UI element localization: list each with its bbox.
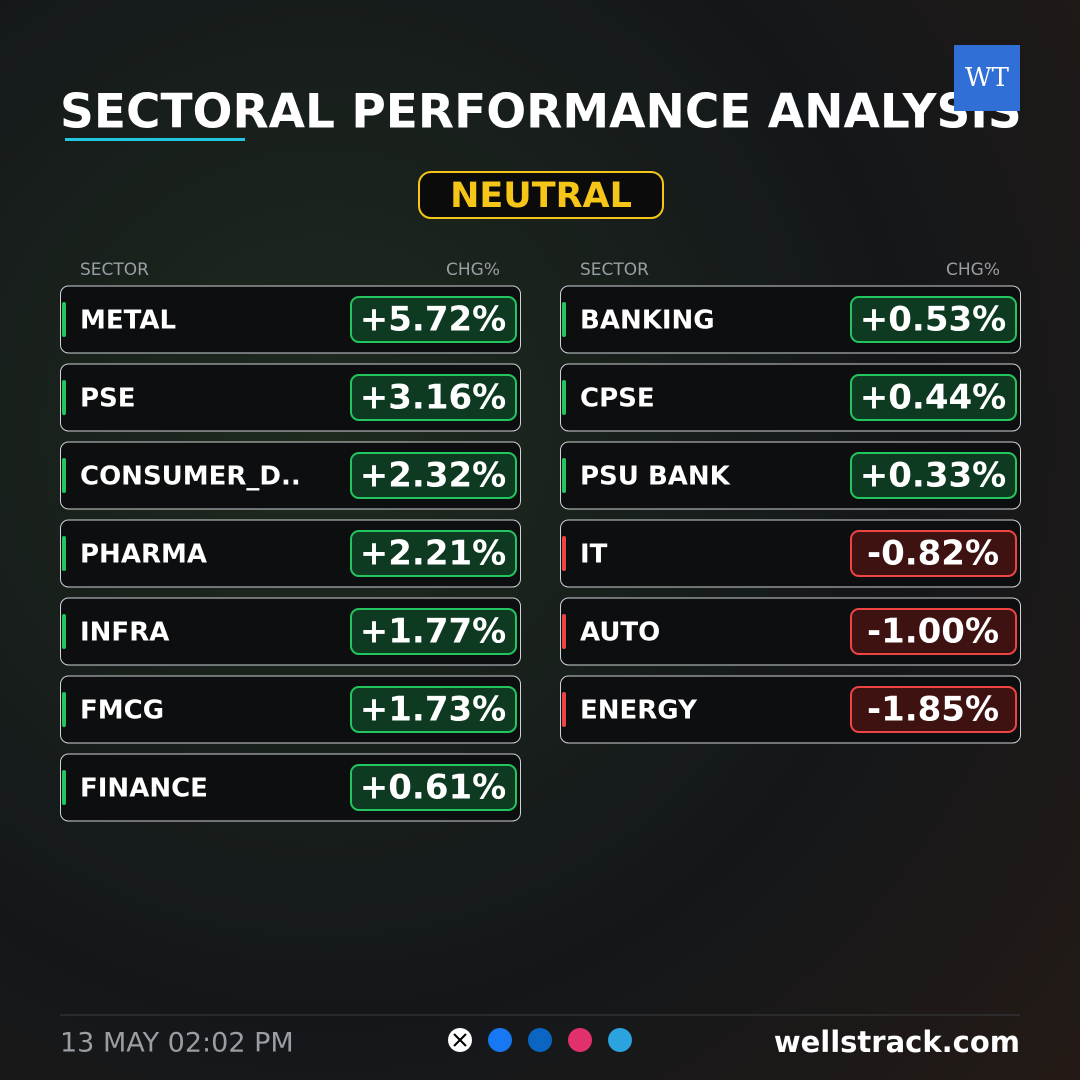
change-value: +5.72% <box>360 300 506 340</box>
change-value: +2.21% <box>360 534 506 574</box>
sector-name: CPSE <box>580 384 655 414</box>
title: SECTORAL PERFORMANCE ANALYSIS <box>60 85 1022 140</box>
row-indicator <box>62 380 66 415</box>
logo-box <box>954 45 1020 111</box>
change-value: +1.73% <box>360 690 506 730</box>
change-value: +0.61% <box>360 768 506 808</box>
row-indicator <box>62 614 66 649</box>
sector-name: IT <box>580 540 608 570</box>
column-header-change: CHG% <box>446 260 500 280</box>
change-value: +0.44% <box>860 378 1006 418</box>
change-pill <box>350 374 517 421</box>
column-header-sector: SECTOR <box>580 260 649 280</box>
row-indicator <box>62 302 66 337</box>
row-indicator <box>562 536 566 571</box>
change-pill <box>350 530 517 577</box>
change-pill <box>850 452 1017 499</box>
row-indicator <box>62 536 66 571</box>
sector-name: INFRA <box>80 618 169 648</box>
change-value: -1.00% <box>867 612 999 652</box>
row-indicator <box>62 458 66 493</box>
row-indicator <box>562 614 566 649</box>
title-underline <box>65 138 245 141</box>
sector-name: ENERGY <box>580 696 698 726</box>
footer-datetime: 13 MAY 02:02 PM <box>60 1028 294 1059</box>
change-value: +1.77% <box>360 612 506 652</box>
change-pill <box>350 608 517 655</box>
telegram-icon[interactable] <box>608 1028 632 1052</box>
row-indicator <box>562 692 566 727</box>
sector-name: FINANCE <box>80 774 208 804</box>
change-pill <box>850 296 1017 343</box>
sector-name: PSU BANK <box>580 462 731 492</box>
row-indicator <box>562 458 566 493</box>
badge <box>418 171 664 219</box>
change-value: +2.32% <box>360 456 506 496</box>
row-indicator <box>562 380 566 415</box>
sector-name: PSE <box>80 384 136 414</box>
row-indicator <box>562 302 566 337</box>
sector-name: AUTO <box>580 618 660 648</box>
sector-name: CONSUMER_D.. <box>80 462 301 492</box>
change-pill <box>850 374 1017 421</box>
change-pill <box>850 530 1017 577</box>
change-value: +0.33% <box>860 456 1006 496</box>
badge-text: NEUTRAL <box>450 176 632 216</box>
instagram-icon[interactable] <box>568 1028 592 1052</box>
change-value: +0.53% <box>860 300 1006 340</box>
change-pill <box>850 608 1017 655</box>
linkedin-icon[interactable] <box>528 1028 552 1052</box>
row-indicator <box>62 770 66 805</box>
sector-name: METAL <box>80 306 176 336</box>
change-pill <box>350 452 517 499</box>
change-pill <box>350 764 517 811</box>
change-pill <box>350 296 517 343</box>
change-value: +3.16% <box>360 378 506 418</box>
facebook-icon[interactable] <box>488 1028 512 1052</box>
sector-table: SECTOR CHG% METAL +5.72% PSE +3.16% CONSUMER_D… <box>60 260 1021 822</box>
sector-name: PHARMA <box>80 540 207 570</box>
sector-name: BANKING <box>580 306 715 336</box>
change-pill <box>850 686 1017 733</box>
change-pill <box>350 686 517 733</box>
change-value: -1.85% <box>867 690 999 730</box>
column-header-sector: SECTOR <box>80 260 149 280</box>
footer-website[interactable]: wellstrack.com <box>774 1025 1020 1059</box>
row-indicator <box>62 692 66 727</box>
x-glyph <box>453 1033 467 1047</box>
social-icons <box>448 1028 632 1052</box>
column-header-change: CHG% <box>946 260 1000 280</box>
sector-name: FMCG <box>80 696 164 726</box>
logo-text: WT <box>965 63 1010 93</box>
change-value: -0.82% <box>867 534 999 574</box>
